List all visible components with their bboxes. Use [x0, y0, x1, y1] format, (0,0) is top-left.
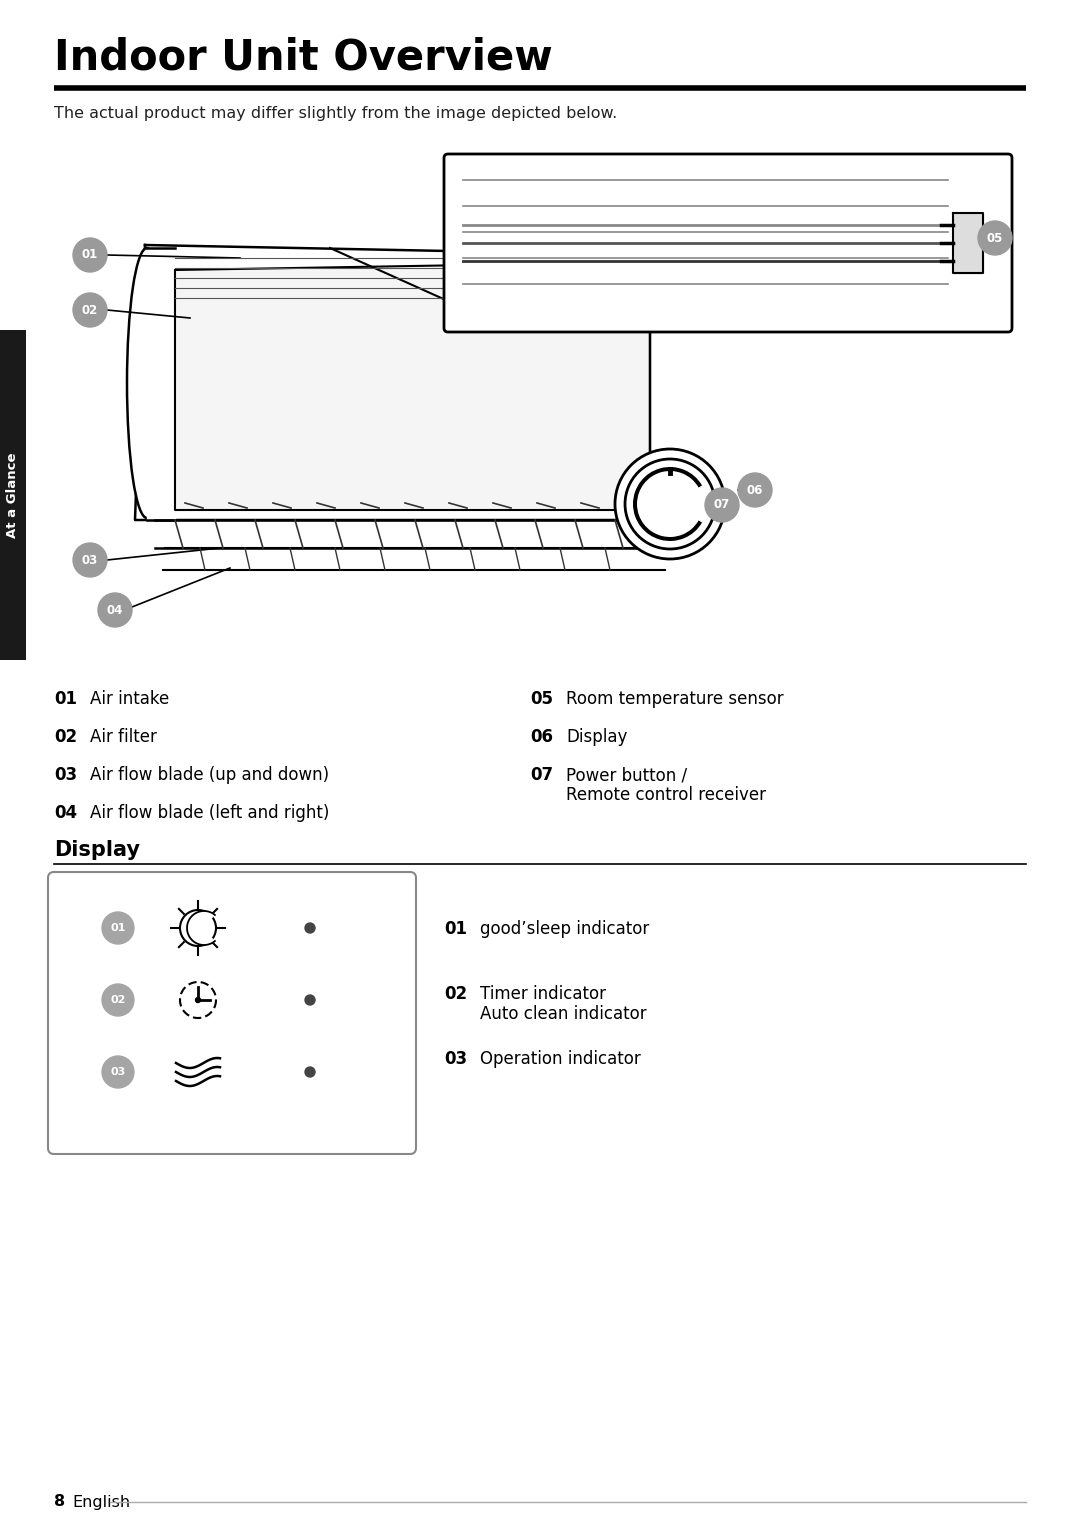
Circle shape: [180, 910, 216, 945]
Text: 01: 01: [110, 922, 125, 933]
Circle shape: [305, 1066, 315, 1077]
Circle shape: [305, 994, 315, 1005]
Text: Display: Display: [54, 840, 140, 859]
Text: Indoor Unit Overview: Indoor Unit Overview: [54, 37, 553, 80]
Text: Room temperature sensor: Room temperature sensor: [566, 689, 784, 708]
Polygon shape: [135, 245, 650, 519]
Text: 05: 05: [530, 689, 553, 708]
Text: 05: 05: [987, 231, 1003, 245]
Polygon shape: [175, 262, 650, 510]
Circle shape: [305, 922, 315, 933]
Text: 06: 06: [746, 484, 764, 496]
Circle shape: [102, 984, 134, 1016]
Text: 06: 06: [530, 728, 553, 746]
Circle shape: [73, 542, 107, 578]
Text: 02: 02: [54, 728, 77, 746]
Text: 02: 02: [110, 994, 125, 1005]
Circle shape: [102, 912, 134, 944]
Circle shape: [615, 449, 725, 559]
Circle shape: [73, 293, 107, 326]
Text: Timer indicator: Timer indicator: [480, 985, 606, 1003]
Text: 04: 04: [107, 604, 123, 616]
Wedge shape: [633, 467, 702, 541]
Text: Air filter: Air filter: [90, 728, 157, 746]
Text: 01: 01: [82, 248, 98, 262]
Text: 07: 07: [530, 766, 553, 784]
Text: Air intake: Air intake: [90, 689, 170, 708]
Text: 07: 07: [714, 498, 730, 512]
Text: 03: 03: [82, 553, 98, 567]
Text: 01: 01: [444, 921, 467, 938]
Wedge shape: [187, 912, 215, 945]
Text: Display: Display: [566, 728, 627, 746]
Text: Remote control receiver: Remote control receiver: [566, 786, 766, 804]
Circle shape: [73, 237, 107, 273]
Circle shape: [195, 997, 201, 1002]
Text: 02: 02: [444, 985, 468, 1003]
Text: good’sleep indicator: good’sleep indicator: [480, 921, 649, 938]
Text: 04: 04: [54, 804, 77, 823]
Bar: [0, 329, 26, 660]
FancyBboxPatch shape: [444, 155, 1012, 332]
Text: 8: 8: [54, 1495, 65, 1509]
Text: 02: 02: [82, 303, 98, 317]
Text: 03: 03: [54, 766, 77, 784]
Circle shape: [625, 460, 715, 548]
Text: English: English: [72, 1495, 130, 1509]
Polygon shape: [953, 213, 983, 273]
Circle shape: [705, 489, 739, 522]
FancyBboxPatch shape: [48, 872, 416, 1154]
Circle shape: [98, 593, 132, 627]
Text: At a Glance: At a Glance: [6, 452, 19, 538]
Text: Power button /: Power button /: [566, 766, 687, 784]
Text: Air flow blade (left and right): Air flow blade (left and right): [90, 804, 329, 823]
Ellipse shape: [127, 248, 167, 518]
Text: The actual product may differ slightly from the image depicted below.: The actual product may differ slightly f…: [54, 106, 618, 121]
Circle shape: [102, 1056, 134, 1088]
Text: Auto clean indicator: Auto clean indicator: [480, 1005, 647, 1023]
Polygon shape: [163, 548, 665, 570]
Text: 01: 01: [54, 689, 77, 708]
Text: Operation indicator: Operation indicator: [480, 1049, 640, 1068]
Circle shape: [738, 473, 772, 507]
Polygon shape: [147, 248, 175, 519]
Text: Air flow blade (up and down): Air flow blade (up and down): [90, 766, 329, 784]
Text: 03: 03: [110, 1066, 125, 1077]
Text: 03: 03: [444, 1049, 468, 1068]
Polygon shape: [156, 519, 658, 548]
Circle shape: [978, 221, 1012, 254]
